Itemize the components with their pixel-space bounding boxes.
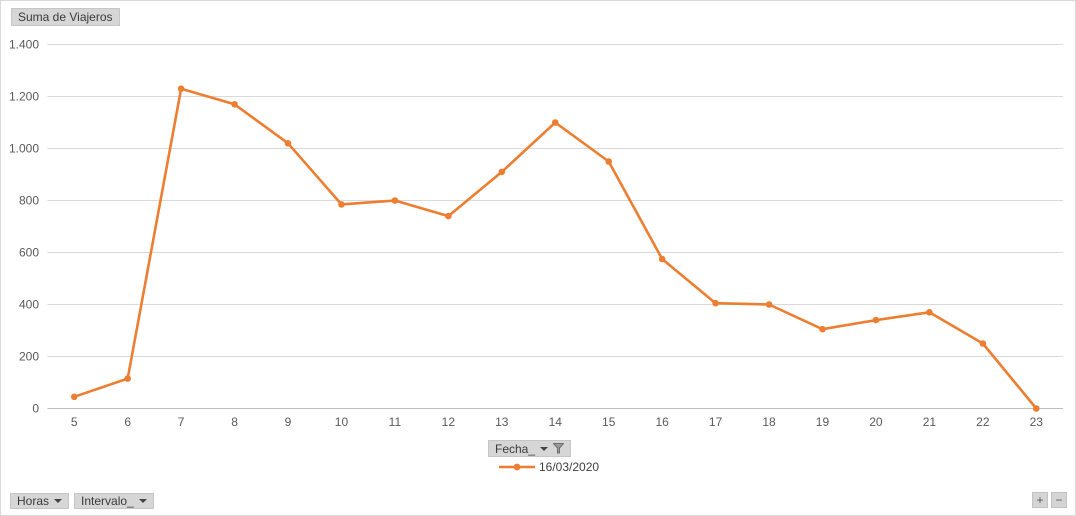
x-tick-label: 12 — [442, 415, 456, 429]
x-tick-label: 18 — [762, 415, 776, 429]
legend: 16/03/2020 — [498, 460, 599, 474]
x-tick-label: 11 — [389, 415, 402, 429]
y-tick-label: 0 — [32, 402, 39, 416]
axis-field-buttons: Horas Intervalo_ — [10, 493, 154, 509]
x-tick-label: 10 — [335, 415, 349, 429]
axis-field-label-intervalo: Intervalo_ — [81, 494, 134, 508]
legend-marker-icon — [499, 463, 535, 471]
axis-field-button-horas[interactable]: Horas — [10, 493, 70, 509]
x-tick-label: 17 — [709, 415, 723, 429]
legend-series-label: 16/03/2020 — [539, 460, 600, 474]
data-point-marker — [124, 375, 131, 382]
data-point-marker — [231, 101, 238, 108]
y-tick-label: 1.200 — [9, 90, 39, 104]
data-point-marker — [979, 340, 987, 347]
y-tick-label: 1.400 — [9, 38, 39, 52]
x-tick-label: 15 — [602, 415, 616, 429]
y-tick-label: 1.000 — [9, 142, 39, 156]
x-tick-label: 23 — [1030, 415, 1044, 429]
zoom-controls: + − — [1032, 492, 1067, 508]
value-field-button[interactable]: Suma de Viajeros — [11, 8, 120, 26]
value-field-label: Suma de Viajeros — [18, 10, 113, 24]
x-tick-label: 5 — [71, 415, 78, 429]
data-point-marker — [284, 140, 292, 147]
y-tick-label: 400 — [19, 298, 39, 312]
chevron-down-icon — [138, 499, 147, 503]
y-tick-label: 200 — [19, 350, 39, 364]
filter-icon — [553, 443, 565, 454]
x-tick-label: 16 — [655, 415, 669, 429]
x-tick-label: 8 — [231, 415, 238, 429]
x-tick-label: 6 — [124, 415, 131, 429]
data-point-marker — [445, 212, 452, 220]
chevron-down-icon — [540, 446, 549, 451]
data-point-marker — [605, 158, 612, 165]
chevron-down-icon — [54, 499, 63, 503]
data-point-marker — [498, 168, 506, 176]
data-point-marker — [338, 201, 345, 208]
axis-field-label-horas: Horas — [17, 494, 50, 508]
data-point-marker — [658, 255, 666, 263]
x-tick-label: 14 — [549, 415, 563, 429]
zoom-in-button[interactable]: + — [1032, 492, 1048, 508]
x-tick-label: 19 — [816, 415, 830, 429]
data-point-marker — [1032, 405, 1040, 412]
series-line — [72, 87, 1038, 410]
zoom-out-button[interactable]: − — [1051, 492, 1067, 508]
x-tick-label: 20 — [869, 415, 883, 429]
axis-field-button-intervalo[interactable]: Intervalo_ — [74, 493, 154, 509]
x-tick-label: 7 — [178, 415, 185, 429]
data-point-marker — [551, 119, 559, 126]
x-tick-label: 22 — [976, 415, 990, 429]
data-point-marker — [712, 299, 719, 307]
data-point-marker — [391, 197, 399, 204]
legend-field-label: Fecha_ — [495, 441, 536, 456]
x-tick-label: 13 — [495, 415, 509, 429]
x-tick-label: 9 — [285, 415, 292, 429]
y-tick-label: 800 — [19, 194, 39, 208]
y-tick-label: 600 — [19, 246, 39, 260]
x-tick-label: 21 — [923, 415, 937, 429]
data-point-marker — [926, 309, 933, 316]
data-point-marker — [70, 393, 78, 401]
legend-field-button[interactable]: Fecha_ — [488, 440, 572, 457]
data-point-marker — [765, 301, 773, 308]
data-point-marker — [872, 316, 880, 324]
data-point-marker — [177, 85, 185, 92]
data-point-marker — [819, 325, 826, 333]
